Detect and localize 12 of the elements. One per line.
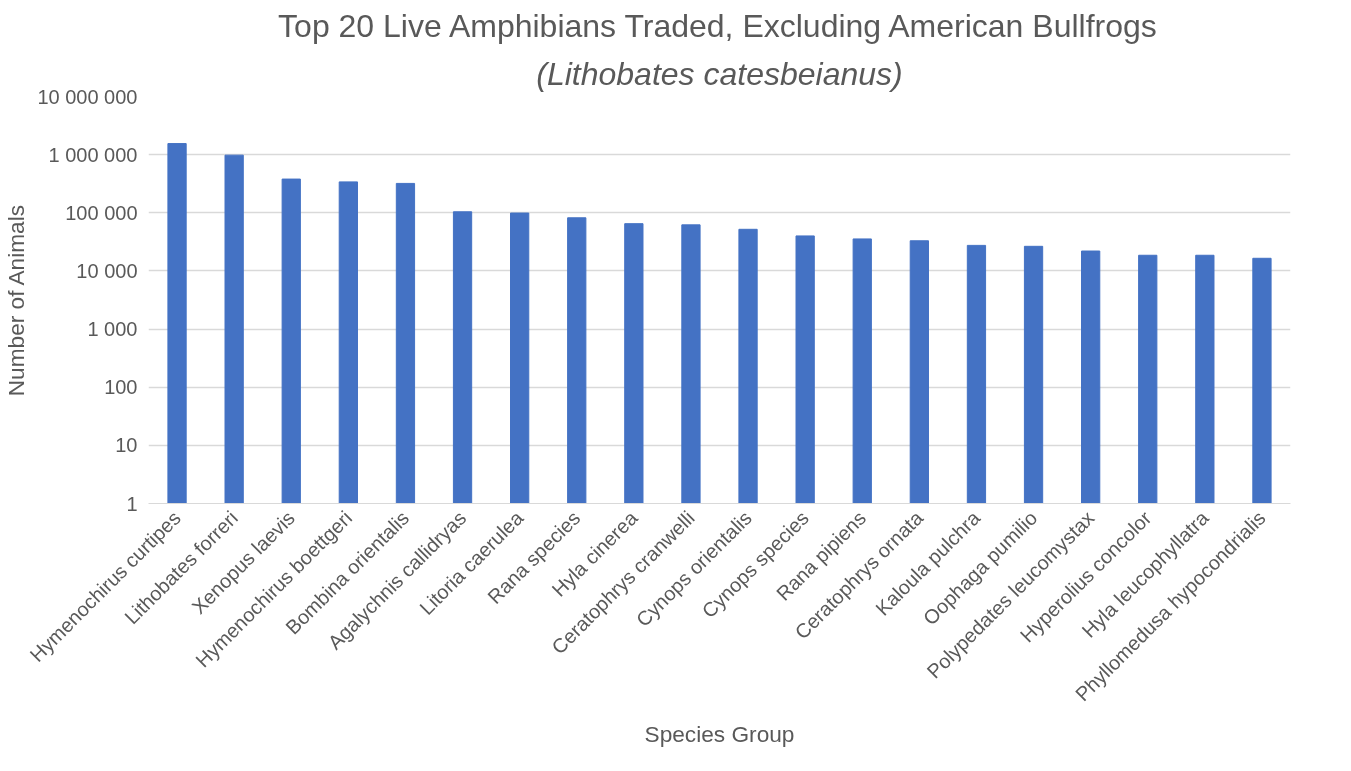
y-tick-label: 1 [126, 492, 138, 515]
y-tick-label: 1 000 [87, 318, 138, 341]
y-axis-title: Number of Animals [3, 204, 30, 397]
y-tick-label: 100 [104, 376, 138, 399]
y-tick-label: 10 [115, 434, 138, 457]
chart-subtitle: (Lithobates catesbeianus) [536, 55, 903, 92]
x-axis-title: Species Group [644, 721, 795, 748]
y-tick-label: 10 000 000 [37, 85, 138, 108]
y-tick-label: 10 000 [76, 259, 138, 282]
y-tick-label: 100 000 [65, 201, 138, 224]
y-tick-label: 1 000 000 [48, 143, 138, 166]
chart-title: Top 20 Live Amphibians Traded, Excluding American Bullfrogs [278, 7, 1157, 44]
